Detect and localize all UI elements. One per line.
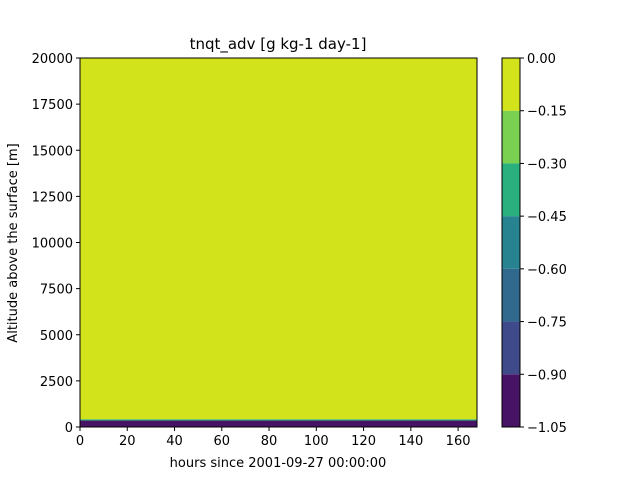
- y-tick-label: 20000: [32, 52, 73, 67]
- x-tick-label: 60: [214, 434, 231, 449]
- x-tick-label: 140: [398, 434, 423, 449]
- y-tick-label: 12500: [32, 190, 73, 205]
- x-tick-label: 120: [351, 434, 376, 449]
- colorbar-tick-label: −0.45: [527, 210, 567, 225]
- colorbar-tick-label: −0.75: [527, 316, 567, 331]
- colorbar-tick-label: −0.60: [527, 263, 567, 278]
- chart-title: tnqt_adv [g kg-1 day-1]: [190, 35, 367, 54]
- colorbar-tick-label: −1.05: [527, 421, 567, 436]
- colorbar-tick-label: −0.90: [527, 368, 567, 383]
- x-axis: 0 20 40 60 80 100 120 140 160: [76, 427, 471, 449]
- colorbar-tick-label: 0.00: [527, 52, 556, 67]
- contour-layer-0: [80, 420, 477, 427]
- x-tick-label: 160: [446, 434, 471, 449]
- y-tick-label: 7500: [40, 283, 73, 298]
- x-axis-title: hours since 2001-09-27 00:00:00: [170, 456, 387, 471]
- x-tick-label: 100: [304, 434, 329, 449]
- colorbar-tick-label: −0.30: [527, 157, 567, 172]
- colorbar-segment: [502, 268, 520, 322]
- plot-area: [79, 57, 478, 428]
- colorbar-segment: [502, 374, 520, 427]
- contour-layer-2: [80, 58, 477, 420]
- y-tick-label: 17500: [32, 98, 73, 113]
- colorbar: −1.05 −0.90 −0.75 −0.60 −0.45 −0.30 −0.15 0.00: [501, 52, 567, 436]
- x-tick-label: 40: [166, 434, 183, 449]
- y-tick-label: 10000: [32, 237, 73, 252]
- x-tick-label: 20: [119, 434, 136, 449]
- x-tick-label: 0: [76, 434, 84, 449]
- colorbar-segment: [502, 216, 520, 269]
- colorbar-segment: [502, 163, 520, 217]
- colorbar-segment: [502, 321, 520, 375]
- x-tick-label: 80: [261, 434, 278, 449]
- y-tick-label: 0: [65, 421, 73, 436]
- y-axis: 0 2500 5000 7500 10000 12500 15000 17500 20000: [32, 52, 80, 436]
- contour-layer-1: [80, 419, 477, 421]
- y-tick-label: 2500: [40, 375, 73, 390]
- colorbar-frame: [501, 57, 521, 428]
- colorbar-tick-label: −0.15: [527, 105, 567, 120]
- y-tick-label: 5000: [40, 329, 73, 344]
- y-axis-title: Altitude above the surface [m]: [6, 143, 21, 342]
- colorbar-segment: [502, 58, 520, 111]
- colorbar-segment: [502, 110, 520, 164]
- y-tick-label: 15000: [32, 144, 73, 159]
